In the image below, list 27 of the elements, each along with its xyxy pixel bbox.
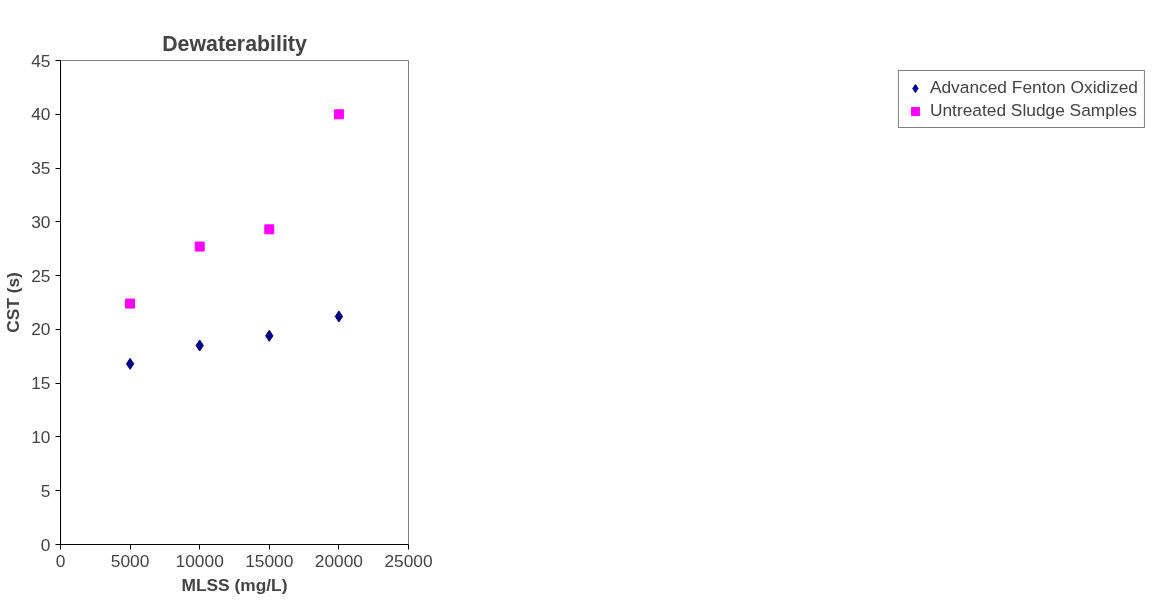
y-tick-label: 30 xyxy=(31,211,51,232)
y-tick-label: 40 xyxy=(31,104,51,125)
chart-title: Dewaterability xyxy=(162,31,307,56)
x-tick-label: 25000 xyxy=(384,550,433,571)
x-axis-title: MLSS (mg/L) xyxy=(181,574,288,595)
y-tick-label: 20 xyxy=(31,319,51,340)
y-tick-label: 25 xyxy=(31,265,51,286)
y-tick-label: 0 xyxy=(40,534,51,555)
y-tick-label: 10 xyxy=(31,426,51,447)
point xyxy=(264,224,275,235)
legend-label: Untreated Sludge Samples xyxy=(929,100,1138,121)
point xyxy=(194,241,205,252)
x-tick-label: 10000 xyxy=(175,550,224,571)
y-axis-title: CST (s) xyxy=(3,272,24,333)
y-tick-label: 15 xyxy=(31,373,51,394)
legend-label: Advanced Fenton Oxidized xyxy=(929,77,1138,98)
x-tick-label: 20000 xyxy=(314,550,363,571)
point xyxy=(334,310,344,323)
point xyxy=(125,357,135,370)
x-tick-label: 5000 xyxy=(110,550,150,571)
x-tick-label: 15000 xyxy=(245,550,294,571)
x-tick-label: 0 xyxy=(55,550,66,571)
y-tick-label: 45 xyxy=(31,50,51,71)
y-tick-label: 5 xyxy=(40,480,51,501)
point xyxy=(333,109,344,120)
y-tick-label: 35 xyxy=(31,158,51,179)
point xyxy=(125,298,136,309)
